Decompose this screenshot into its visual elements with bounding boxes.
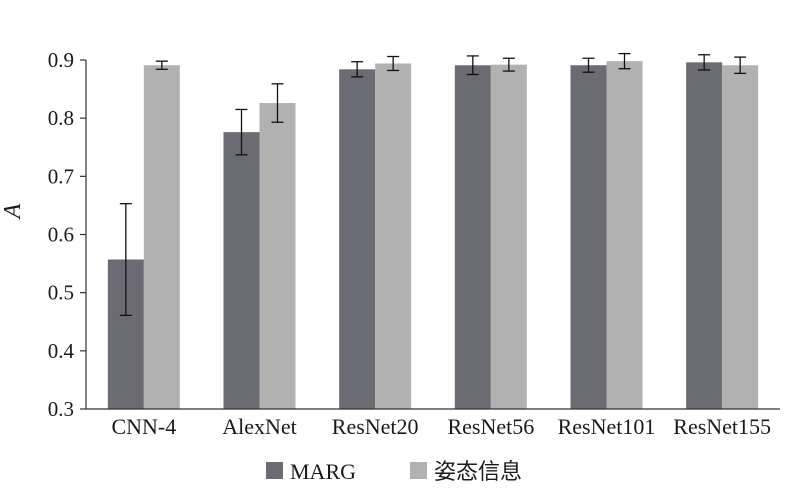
y-tick-label: 0.8 <box>48 106 74 130</box>
x-tick-label: ResNet101 <box>558 414 656 439</box>
x-tick-label: ResNet56 <box>447 414 534 439</box>
y-tick-label: 0.3 <box>48 397 74 421</box>
bar-series-group <box>107 61 759 410</box>
bar-attitude-resnet20 <box>375 63 412 410</box>
error-bar-group <box>119 52 747 317</box>
bar-attitude-resnet56 <box>490 64 527 410</box>
bar-marg-resnet101 <box>570 65 607 410</box>
legend-swatch <box>266 462 283 479</box>
y-axis-label: A <box>0 203 26 220</box>
x-tick-label: CNN-4 <box>111 414 176 439</box>
bar-marg-alexnet <box>223 132 260 410</box>
x-axis: CNN-4 AlexNet ResNet20 ResNet56 ResNet101 Res… <box>86 408 780 439</box>
y-tick-label: 0.5 <box>48 281 74 305</box>
bar-attitude-resnet155 <box>722 65 759 410</box>
bar-marg-resnet20 <box>339 69 376 409</box>
legend-label: MARG <box>290 459 356 484</box>
bar-attitude-cnn-4 <box>143 65 180 410</box>
legend: MARG 姿态信息 <box>266 459 522 484</box>
y-axis: 0.3 0.4 0.5 0.6 0.7 0.8 0.9 <box>48 48 87 421</box>
y-tick-label: 0.6 <box>48 223 74 247</box>
legend-swatch <box>410 462 427 479</box>
y-tick-label: 0.9 <box>48 48 74 72</box>
bar-attitude-resnet101 <box>606 61 643 410</box>
bar-marg-resnet155 <box>686 62 723 410</box>
x-tick-label: AlexNet <box>222 414 297 439</box>
bar-attitude-alexnet <box>259 103 296 409</box>
legend-label: 姿态信息 <box>434 459 522 484</box>
y-tick-label: 0.7 <box>48 164 74 188</box>
x-tick-label: ResNet155 <box>673 414 771 439</box>
y-tick-label: 0.4 <box>48 339 75 363</box>
bar-marg-resnet56 <box>454 65 491 410</box>
x-tick-label: ResNet20 <box>332 414 419 439</box>
